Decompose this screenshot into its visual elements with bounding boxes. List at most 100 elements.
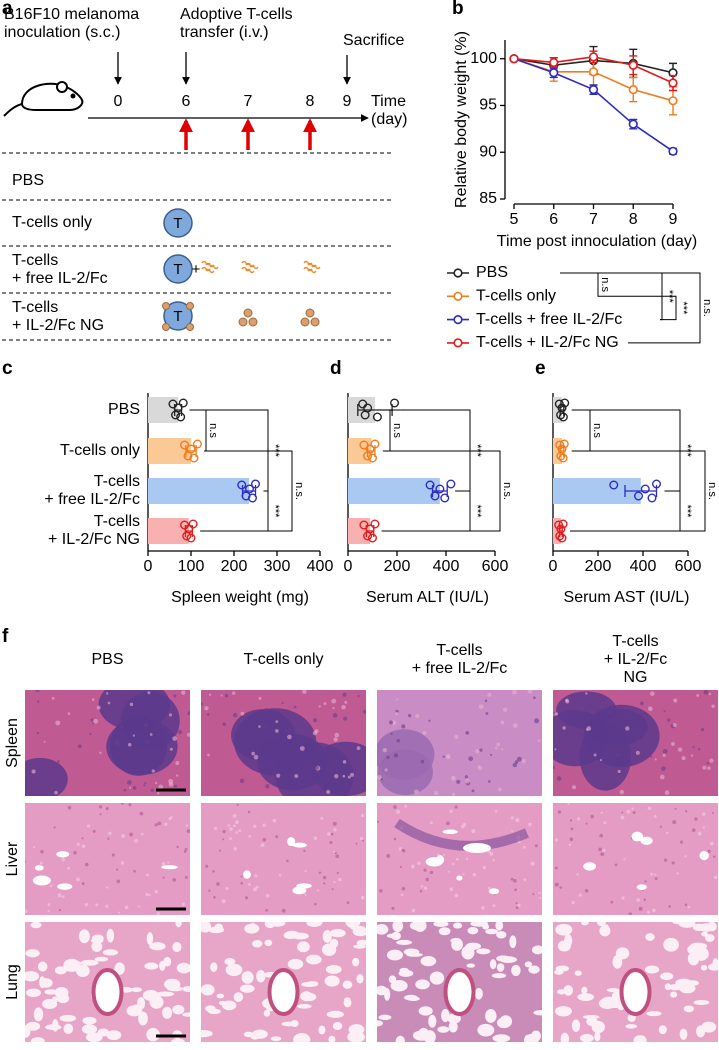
texture (185, 824, 189, 827)
alveolus (54, 966, 67, 975)
texture (225, 886, 229, 891)
texture (646, 910, 650, 914)
histology-image (25, 803, 190, 915)
data-point (559, 439, 569, 449)
texture (677, 747, 683, 752)
texture (176, 845, 179, 849)
texture (331, 698, 337, 704)
texture (294, 774, 299, 779)
texture (106, 886, 109, 889)
texture (465, 778, 470, 784)
texture (694, 817, 698, 821)
alveolus (633, 1035, 647, 1042)
alveolus (356, 974, 364, 984)
texture (149, 733, 153, 736)
texture (253, 754, 259, 760)
alveolus (324, 975, 340, 987)
il2-fc-free (311, 264, 321, 270)
texture (696, 694, 700, 697)
alveolus (149, 942, 166, 951)
vessel (57, 883, 73, 890)
texture (320, 816, 324, 820)
data-point (668, 78, 678, 88)
data-point (390, 398, 400, 408)
alveolus (466, 963, 476, 968)
texture (107, 837, 110, 840)
texture (207, 753, 210, 757)
alveolus (91, 941, 103, 952)
texture (471, 829, 476, 834)
alveolus (461, 945, 475, 960)
white-pulp (25, 757, 68, 796)
data-point (368, 533, 378, 543)
texture (25, 860, 27, 863)
texture (386, 853, 391, 858)
panel-letter: e (535, 358, 546, 379)
texture (654, 873, 657, 876)
alveolus (214, 923, 223, 931)
alveolus (144, 962, 159, 970)
bar (348, 438, 372, 464)
alveolus (207, 1008, 221, 1015)
texture (423, 868, 427, 872)
alveolus (485, 928, 499, 935)
texture (569, 819, 573, 822)
alveolus (591, 1020, 605, 1034)
alveolus (252, 1029, 268, 1039)
texture (61, 857, 65, 862)
texture (127, 742, 132, 747)
alveolus (658, 1025, 667, 1035)
texture (673, 698, 678, 703)
texture (468, 756, 474, 762)
alveolus (239, 984, 255, 993)
texture (58, 909, 61, 912)
texture (663, 710, 666, 713)
texture (219, 849, 222, 852)
texture (415, 713, 420, 719)
significance-bracket (570, 450, 706, 532)
texture (502, 707, 508, 712)
texture (607, 709, 612, 714)
category-label: T-cells only (59, 442, 140, 459)
texture (478, 704, 484, 710)
alveolus (264, 939, 273, 947)
texture (247, 882, 251, 886)
texture (327, 832, 331, 836)
texture (393, 753, 399, 758)
texture (111, 853, 115, 857)
significance-label: *** (677, 302, 689, 316)
alveolus (350, 925, 366, 931)
data-point (628, 119, 638, 129)
texture (86, 824, 91, 828)
texture (172, 877, 177, 882)
texture (684, 855, 687, 858)
texture (487, 886, 491, 890)
alveolus (524, 961, 532, 968)
day-label: 7 (243, 93, 253, 110)
alveolus (689, 942, 708, 950)
texture (516, 756, 522, 762)
texture (600, 852, 605, 857)
alveolus (25, 971, 40, 982)
data-point (440, 493, 450, 503)
significance-bracket (608, 295, 677, 321)
texture (562, 752, 567, 757)
alveolus (524, 1034, 539, 1042)
alveolus (390, 980, 408, 992)
bar (148, 438, 191, 464)
texture (95, 903, 99, 907)
data-point (588, 84, 599, 95)
texture (620, 815, 625, 820)
texture (643, 898, 646, 902)
texture (275, 835, 279, 839)
texture (138, 905, 141, 908)
texture (391, 906, 395, 910)
texture (647, 806, 652, 811)
bar (148, 478, 250, 504)
texture (709, 758, 714, 763)
alveolus (216, 993, 225, 999)
texture (81, 882, 85, 886)
texture (157, 821, 162, 826)
texture (344, 700, 348, 704)
texture (25, 909, 28, 913)
